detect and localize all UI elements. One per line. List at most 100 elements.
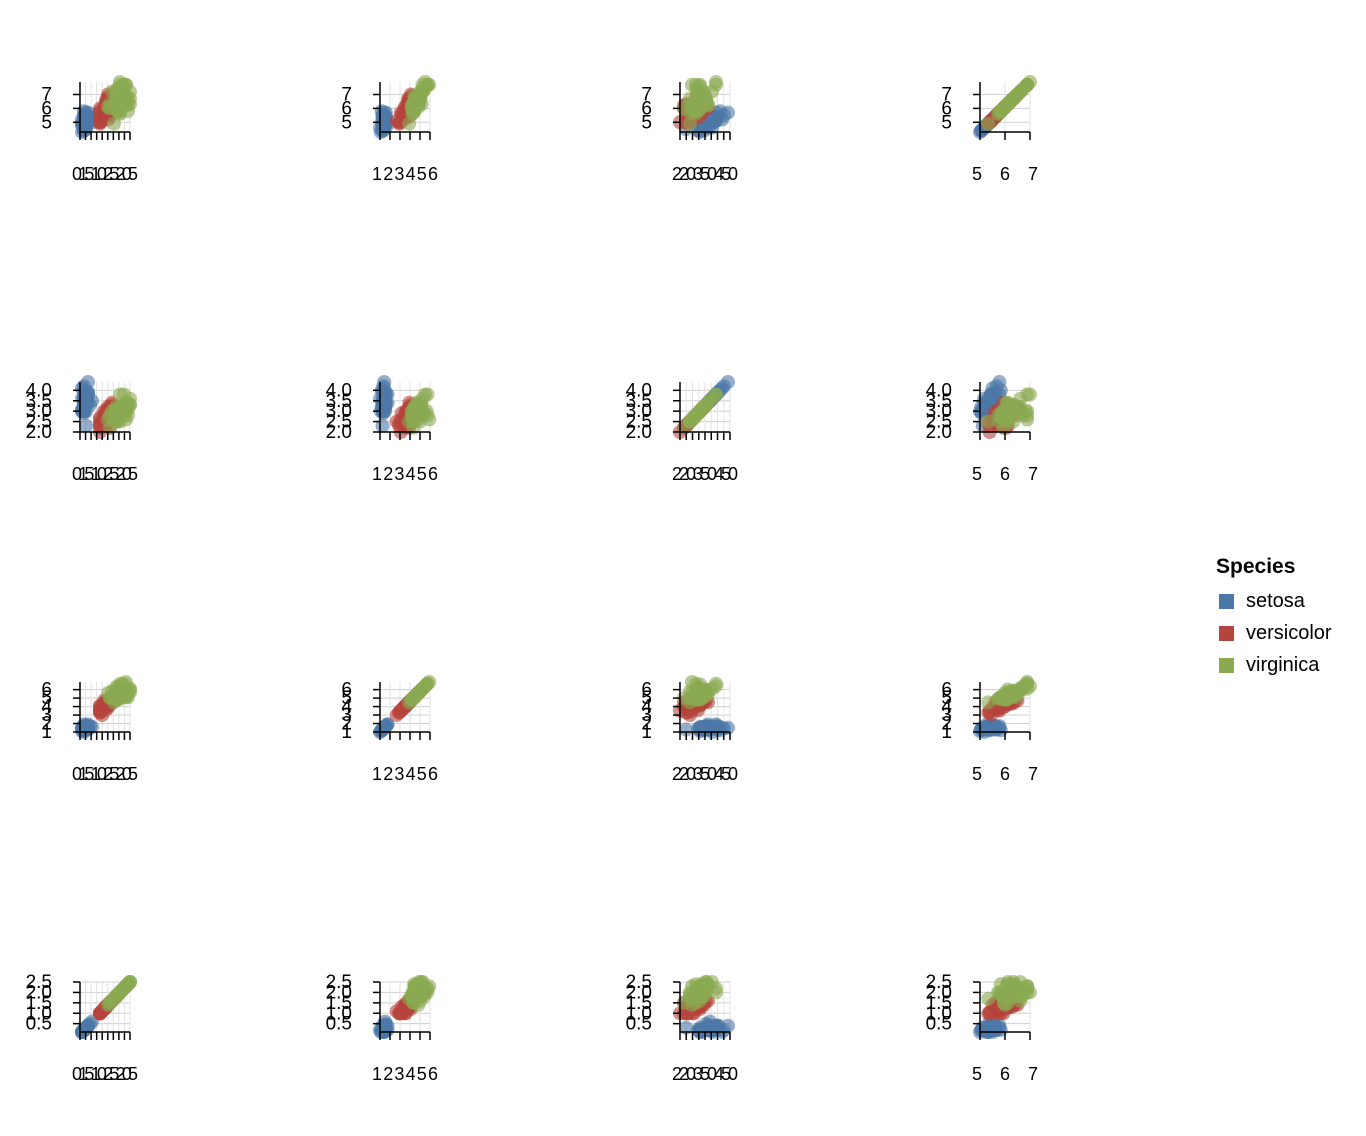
y-tick-label: 4: [41, 697, 52, 718]
panel-r4-c4: 0.51.01.52.02.5 5 6 7: [926, 972, 1038, 1084]
legend-item-setosa: setosa: [1216, 585, 1332, 617]
x-tick-label: 0: [728, 164, 738, 184]
x-tick-label: 5: [109, 164, 119, 184]
panel-r4-c2: 0.51.01.52.02.5 1 2 3 4 5 6: [326, 972, 438, 1084]
y-tick-label: 3.0: [626, 401, 652, 422]
x-tick-label: 4: [714, 764, 724, 784]
panel-r2-c4: 2.02.53.03.54.0 5 6 7: [926, 375, 1038, 484]
point-virginica: [1023, 387, 1037, 402]
y-tick-label: 1.0: [626, 1003, 652, 1024]
x-tick-label: 3: [394, 464, 404, 484]
y-tick-label: 1.0: [926, 1003, 952, 1024]
x-tick-label: 4: [406, 464, 416, 484]
y-tick-label: 4: [641, 697, 652, 718]
x-tick-label: 0: [707, 164, 717, 184]
x-tick-label: 4: [406, 164, 416, 184]
y-tick-label: 3.5: [26, 391, 52, 412]
point-virginica: [693, 690, 707, 705]
x-tick-label: 5: [84, 464, 94, 484]
x-tick-label: 4: [406, 1064, 416, 1084]
x-tick-label: 6: [428, 464, 438, 484]
y-tick-label: 0.5: [26, 1014, 52, 1035]
point-setosa: [79, 418, 93, 433]
x-tick-label: 2: [383, 764, 393, 784]
x-tick-label: 3: [693, 1064, 703, 1084]
point-virginica: [109, 989, 123, 1004]
x-tick-label: 5: [84, 164, 94, 184]
x-tick-label: 2: [383, 464, 393, 484]
y-tick-label: 3: [941, 705, 952, 726]
x-tick-label: 6: [1000, 764, 1010, 784]
point-virginica: [683, 414, 697, 429]
point-virginica: [701, 979, 715, 994]
x-tick-label: 1: [372, 1064, 382, 1084]
x-tick-label: 2: [103, 464, 113, 484]
x-tick-label: 0: [97, 1064, 107, 1084]
x-tick-label: 1: [91, 164, 101, 184]
y-tick-label: 3.5: [626, 391, 652, 412]
y-tick-label: 7: [941, 85, 952, 106]
x-tick-label: 5: [84, 1064, 94, 1084]
y-tick-label: 3.0: [26, 401, 52, 422]
y-tick-label: 2.0: [26, 982, 52, 1003]
x-tick-label: 0: [97, 764, 107, 784]
y-tick-label: 5: [641, 688, 652, 709]
point-virginica: [1020, 681, 1035, 696]
y-tick-label: 1.5: [626, 993, 652, 1014]
point-virginica: [693, 77, 707, 92]
y-tick-label: 1.5: [26, 993, 52, 1014]
x-tick-label: 3: [693, 764, 703, 784]
y-tick-label: 2: [941, 714, 952, 735]
x-tick-label: 1: [91, 464, 101, 484]
y-tick-label: 3.0: [326, 401, 352, 422]
x-tick-label: 4: [714, 464, 724, 484]
x-tick-label: 0: [97, 164, 107, 184]
legend-swatch-setosa: [1219, 593, 1234, 609]
y-tick-label: 5: [41, 112, 52, 133]
x-tick-label: 5: [109, 764, 119, 784]
y-tick-label: 1: [941, 722, 952, 743]
y-tick-label: 2: [341, 714, 352, 735]
x-tick-label: 0: [728, 764, 738, 784]
point-virginica: [995, 989, 1010, 1004]
x-tick-label: 1: [372, 164, 382, 184]
point-versicolor: [389, 113, 404, 128]
x-tick-label: 6: [1000, 1064, 1010, 1084]
point-virginica: [995, 404, 1010, 419]
point-virginica: [693, 404, 707, 419]
y-tick-label: 3: [341, 705, 352, 726]
x-tick-label: 2: [679, 1064, 689, 1084]
point-virginica: [1020, 404, 1035, 419]
x-tick-label: 0: [707, 1064, 717, 1084]
x-tick-label: 0: [707, 764, 717, 784]
point-virginica: [709, 75, 723, 89]
y-tick-label: 2.5: [626, 412, 652, 433]
y-tick-label: 1: [641, 722, 652, 743]
y-tick-label: 1.5: [326, 993, 352, 1014]
x-tick-label: 5: [128, 464, 138, 484]
y-tick-label: 5: [941, 688, 952, 709]
point-virginica: [981, 116, 996, 131]
y-tick-label: 3.5: [326, 391, 352, 412]
legend-swatch-virginica: [1219, 657, 1234, 673]
point-setosa: [982, 1022, 997, 1037]
x-tick-label: 6: [428, 764, 438, 784]
y-tick-label: 2.5: [926, 972, 952, 993]
point-virginica: [995, 690, 1010, 705]
point-setosa: [376, 1022, 391, 1037]
point-virginica: [109, 690, 123, 705]
y-tick-label: 4.0: [926, 380, 952, 401]
x-tick-label: 5: [128, 764, 138, 784]
x-tick-label: 6: [428, 1064, 438, 1084]
x-tick-label: 5: [700, 764, 710, 784]
x-tick-label: 0: [686, 1064, 696, 1084]
x-tick-label: 7: [1028, 464, 1038, 484]
x-tick-label: 2: [103, 1064, 113, 1084]
y-tick-label: 6: [341, 680, 352, 701]
y-tick-label: 0.5: [626, 1014, 652, 1035]
x-tick-label: 5: [972, 1064, 982, 1084]
y-tick-label: 6: [41, 680, 52, 701]
